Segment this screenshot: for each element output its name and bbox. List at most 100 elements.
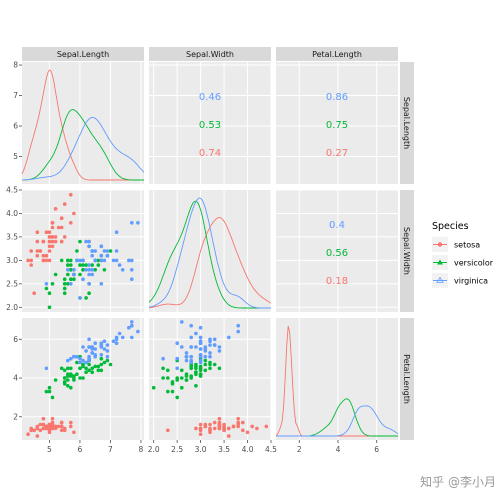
point-setosa (166, 428, 170, 433)
point-versicolor (69, 374, 73, 378)
density-virginica (148, 197, 271, 309)
point-versicolor (81, 364, 85, 369)
point-virginica (90, 351, 94, 355)
point-virginica (44, 366, 49, 371)
point-setosa (44, 426, 49, 431)
point-virginica (102, 249, 107, 253)
point-versicolor (96, 364, 101, 369)
point-versicolor (78, 376, 82, 380)
legend: Species setosa versicolor virginica (432, 221, 494, 288)
point-virginica (236, 329, 240, 334)
point-virginica (194, 331, 198, 336)
point-virginica (93, 353, 97, 357)
panel-1-2 (276, 190, 398, 312)
point-setosa (69, 420, 73, 425)
strip-top-label: Sepal.Width (186, 50, 234, 59)
point-setosa (217, 424, 222, 429)
x-tick-label: 3.0 (195, 445, 207, 454)
point-virginica (93, 249, 97, 253)
point-virginica (69, 356, 73, 361)
y-tick-label: 6 (13, 335, 18, 344)
point-virginica (90, 268, 94, 272)
point-setosa (50, 225, 55, 230)
point-virginica (84, 268, 88, 272)
y-tick-label: 6 (13, 122, 18, 131)
point-versicolor (78, 263, 82, 267)
point-versicolor (84, 296, 88, 300)
point-versicolor (66, 384, 70, 388)
point-setosa (255, 426, 259, 431)
point-setosa (29, 428, 33, 433)
point-virginica (99, 343, 104, 347)
point-virginica (78, 360, 82, 365)
point-virginica (136, 329, 140, 334)
point-versicolor (72, 277, 76, 282)
point-versicolor (194, 366, 198, 371)
y-tick-label: 2 (13, 412, 18, 421)
point-versicolor (203, 362, 208, 367)
point-versicolor (50, 282, 55, 286)
point-virginica (90, 272, 94, 277)
point-virginica (114, 337, 119, 342)
point-versicolor (194, 384, 198, 388)
point-virginica (87, 244, 91, 249)
point-virginica (117, 263, 122, 267)
point-setosa (59, 420, 64, 425)
point-virginica (208, 354, 212, 359)
legend-title: Species (432, 221, 469, 232)
point-virginica (203, 345, 208, 349)
point-versicolor (66, 263, 70, 267)
point-setosa (69, 424, 73, 429)
y-tick-label: 5 (13, 152, 18, 161)
point-versicolor (87, 291, 91, 296)
point-versicolor (93, 268, 97, 272)
point-virginica (99, 244, 104, 249)
strip-top-petal-length (276, 47, 398, 61)
point-virginica (87, 356, 91, 361)
x-tick-label: 2.0 (148, 445, 160, 454)
panel-0-2 (276, 62, 398, 184)
point-virginica (189, 360, 193, 365)
point-setosa (241, 428, 245, 433)
point-versicolor (166, 368, 170, 373)
point-setosa (41, 253, 46, 258)
point-virginica (90, 249, 94, 253)
point-virginica (130, 258, 134, 263)
point-virginica (102, 339, 107, 344)
legend-point-setosa (437, 242, 443, 247)
corr-label-versicolor: 0.75 (326, 120, 348, 131)
point-virginica (105, 253, 110, 258)
x-tick-label: 4.0 (242, 445, 254, 454)
point-setosa (47, 239, 52, 244)
point-setosa (250, 424, 254, 429)
point-virginica (114, 230, 119, 234)
point-versicolor (102, 268, 107, 272)
point-virginica (198, 347, 203, 351)
point-setosa (35, 249, 40, 253)
strip-right-sepal-length (400, 62, 414, 184)
x-tick-label: 2.5 (171, 445, 183, 454)
y-tick-label: 7 (13, 91, 18, 100)
point-versicolor (44, 286, 49, 291)
point-virginica (212, 343, 217, 347)
panel-grid: Sepal.Length Sepal.Width Petal.Length Sepal… (6, 47, 414, 454)
point-setosa (56, 225, 61, 230)
point-setosa (69, 221, 73, 225)
point-setosa (198, 432, 203, 437)
point-virginica (84, 349, 88, 353)
point-versicolor (166, 389, 170, 394)
point-virginica (90, 253, 94, 258)
point-setosa (264, 424, 269, 429)
point-versicolor (62, 282, 67, 286)
point-virginica (87, 337, 91, 342)
x-tick-label: 6 (374, 445, 379, 454)
point-virginica (87, 268, 91, 272)
point-virginica (81, 277, 85, 282)
y-tick-label: 4.5 (6, 186, 18, 195)
point-setosa (38, 422, 43, 427)
point-virginica (198, 325, 203, 330)
panel-0-0 (22, 62, 144, 184)
point-setosa (212, 426, 217, 431)
point-virginica (161, 356, 165, 361)
point-versicolor (81, 376, 85, 380)
